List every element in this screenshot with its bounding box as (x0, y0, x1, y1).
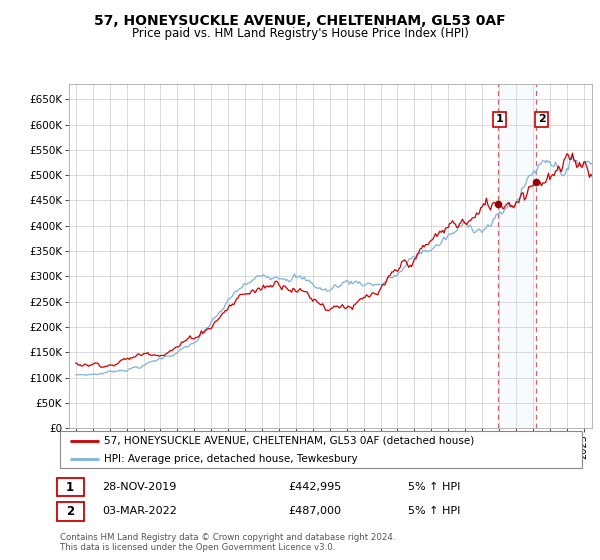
Text: Contains HM Land Registry data © Crown copyright and database right 2024.: Contains HM Land Registry data © Crown c… (60, 533, 395, 542)
Text: 5% ↑ HPI: 5% ↑ HPI (408, 506, 460, 516)
Text: This data is licensed under the Open Government Licence v3.0.: This data is licensed under the Open Gov… (60, 543, 335, 552)
Text: 1: 1 (496, 114, 503, 124)
Point (531, 178, 541, 186)
Text: HPI: Average price, detached house, Tewkesbury: HPI: Average price, detached house, Tewk… (104, 454, 358, 464)
Text: 57, HONEYSUCKLE AVENUE, CHELTENHAM, GL53 0AF (detached house): 57, HONEYSUCKLE AVENUE, CHELTENHAM, GL53… (104, 436, 475, 446)
Point (493, 199, 502, 208)
Text: 1: 1 (66, 480, 74, 494)
Text: 57, HONEYSUCKLE AVENUE, CHELTENHAM, GL53 0AF: 57, HONEYSUCKLE AVENUE, CHELTENHAM, GL53… (94, 14, 506, 28)
Bar (497, 84, 536, 428)
Text: Price paid vs. HM Land Registry's House Price Index (HPI): Price paid vs. HM Land Registry's House … (131, 27, 469, 40)
Text: 5% ↑ HPI: 5% ↑ HPI (408, 482, 460, 492)
FancyBboxPatch shape (60, 431, 582, 468)
Text: 03-MAR-2022: 03-MAR-2022 (102, 506, 177, 516)
Text: 2: 2 (538, 114, 545, 124)
Text: £487,000: £487,000 (288, 506, 341, 516)
Text: £442,995: £442,995 (288, 482, 341, 492)
Text: 28-NOV-2019: 28-NOV-2019 (102, 482, 176, 492)
Text: 2: 2 (66, 505, 74, 518)
